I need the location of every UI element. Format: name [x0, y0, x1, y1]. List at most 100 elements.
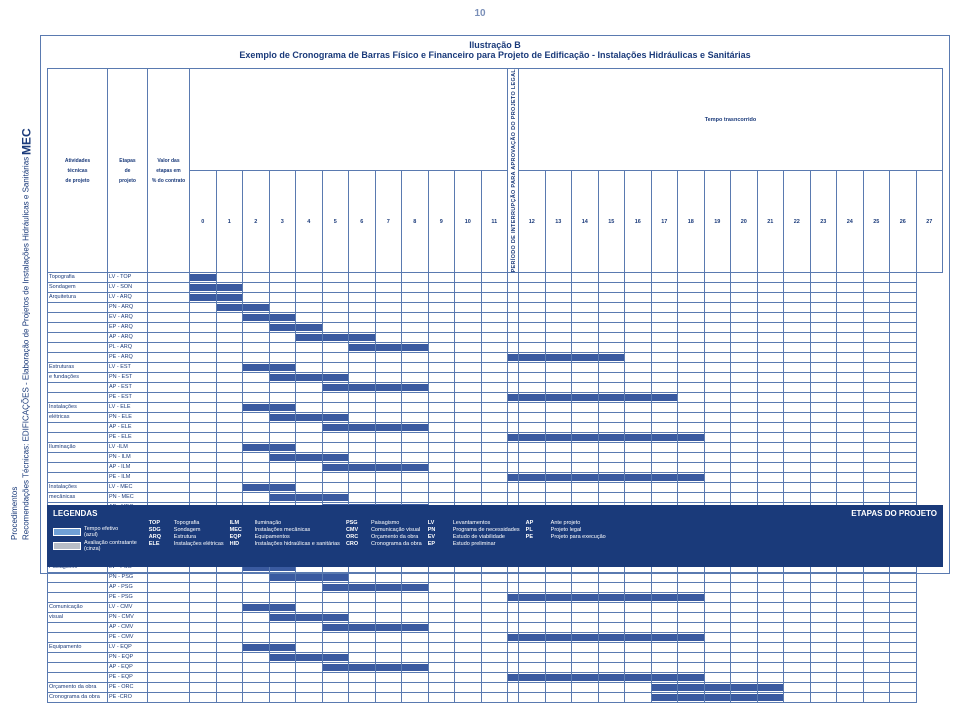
- time-cell: [757, 673, 784, 683]
- time-cell: [545, 573, 572, 583]
- activity-cell: [48, 583, 108, 593]
- time-cell: [651, 303, 678, 313]
- time-cell: [481, 613, 508, 623]
- time-cell: [216, 483, 243, 493]
- time-cell: [572, 463, 599, 473]
- time-cell: [455, 363, 482, 373]
- time-cell: [890, 683, 917, 693]
- chart-area: Atividadestécnicasde projetoEtapasdeproj…: [41, 66, 949, 705]
- time-cell: [704, 683, 731, 693]
- stage-cell: LV - MEC: [108, 483, 148, 493]
- time-cell: [625, 323, 652, 333]
- time-cell: [545, 483, 572, 493]
- value-cell: [148, 353, 190, 363]
- time-cell: [243, 693, 270, 703]
- swatch-label: Tempo efetivo(azul): [84, 526, 118, 538]
- time-cell: [651, 383, 678, 393]
- time-cell: [375, 333, 402, 343]
- time-cell: [375, 373, 402, 383]
- legend-column: ILMIluminaçãoMECInstalações mecânicasEQP…: [230, 520, 340, 549]
- time-cell: [890, 363, 917, 373]
- time-cell: [598, 313, 625, 323]
- time-cell: [731, 363, 758, 373]
- legend-desc: Instalações elétricas: [174, 541, 224, 548]
- time-cell: [757, 273, 784, 283]
- time-cell: [455, 273, 482, 283]
- stage-cell: PE - ILM: [108, 473, 148, 483]
- time-cell: [428, 663, 455, 673]
- time-cell: [216, 673, 243, 683]
- time-cell: [190, 343, 217, 353]
- stage-cell: PE - CMV: [108, 633, 148, 643]
- time-cell: [651, 373, 678, 383]
- time-cell: [349, 333, 376, 343]
- time-cell: [455, 633, 482, 643]
- header-cell: 19: [704, 171, 731, 273]
- legend-abbr: EQP: [230, 534, 252, 541]
- value-cell: [148, 583, 190, 593]
- time-cell: [651, 603, 678, 613]
- time-cell: [731, 273, 758, 283]
- time-cell: [243, 333, 270, 343]
- time-cell: [678, 583, 705, 593]
- time-cell: [455, 683, 482, 693]
- gantt-row: AP - CMV: [48, 623, 943, 633]
- time-cell: [598, 433, 625, 443]
- value-cell: [148, 333, 190, 343]
- time-cell: [678, 463, 705, 473]
- time-cell: [190, 393, 217, 403]
- stage-cell: LV - SON: [108, 283, 148, 293]
- time-cell: [757, 383, 784, 393]
- legend-column: PSGPaisagismoCMVComunicação visualORCOrç…: [346, 520, 422, 549]
- time-cell: [375, 693, 402, 703]
- time-cell: [481, 653, 508, 663]
- time-cell: [322, 613, 349, 623]
- gantt-row: PE - EQP: [48, 673, 943, 683]
- time-cell: [269, 403, 296, 413]
- time-cell: [598, 343, 625, 353]
- time-cell: [402, 603, 429, 613]
- time-cell: [508, 353, 519, 363]
- time-cell: [375, 303, 402, 313]
- time-cell: [810, 463, 837, 473]
- time-cell: [651, 473, 678, 483]
- stage-cell: PN - ILM: [108, 453, 148, 463]
- time-cell: [322, 673, 349, 683]
- time-cell: [402, 613, 429, 623]
- activity-cell: Iluminação: [48, 443, 108, 453]
- legend-desc: Programa de necessidades: [453, 527, 520, 534]
- time-cell: [545, 373, 572, 383]
- time-cell: [519, 273, 546, 283]
- time-cell: [545, 343, 572, 353]
- time-cell: [625, 593, 652, 603]
- gantt-row: Orçamento da obraPE - ORC: [48, 683, 943, 693]
- time-cell: [784, 273, 811, 283]
- time-cell: [349, 383, 376, 393]
- time-cell: [243, 363, 270, 373]
- legend-row: SDGSondagem: [149, 527, 224, 534]
- time-cell: [349, 633, 376, 643]
- time-cell: [349, 423, 376, 433]
- gantt-row: PE - CMV: [48, 633, 943, 643]
- time-cell: [572, 443, 599, 453]
- time-cell: [455, 643, 482, 653]
- time-cell: [375, 403, 402, 413]
- time-cell: [545, 413, 572, 423]
- time-cell: [269, 283, 296, 293]
- time-cell: [481, 693, 508, 703]
- time-cell: [572, 403, 599, 413]
- time-cell: [598, 423, 625, 433]
- time-cell: [651, 483, 678, 493]
- stage-cell: LV - CMV: [108, 603, 148, 613]
- time-cell: [625, 453, 652, 463]
- time-cell: [651, 313, 678, 323]
- time-cell: [508, 343, 519, 353]
- time-cell: [784, 383, 811, 393]
- time-cell: [519, 683, 546, 693]
- time-cell: [731, 473, 758, 483]
- time-cell: [216, 473, 243, 483]
- time-cell: [519, 573, 546, 583]
- time-cell: [269, 473, 296, 483]
- time-cell: [375, 353, 402, 363]
- time-cell: [375, 413, 402, 423]
